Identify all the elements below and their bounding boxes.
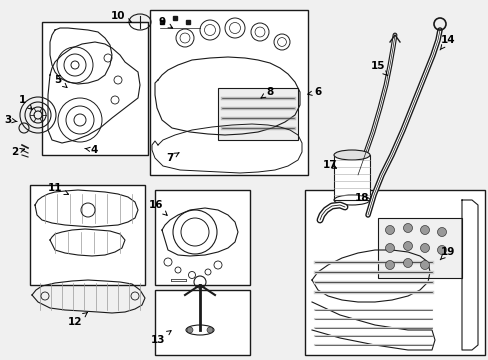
Bar: [155, 190, 249, 285]
Text: 5: 5: [54, 75, 67, 87]
Text: 11: 11: [48, 183, 68, 194]
Circle shape: [403, 258, 412, 267]
Bar: [333, 155, 369, 200]
Bar: [150, 10, 307, 175]
Text: 19: 19: [439, 247, 454, 260]
Text: 1: 1: [19, 95, 32, 109]
Text: 2: 2: [11, 147, 24, 157]
Circle shape: [206, 327, 213, 333]
Ellipse shape: [333, 150, 369, 160]
Text: 10: 10: [110, 11, 131, 22]
Text: 4: 4: [84, 145, 98, 155]
Circle shape: [385, 243, 394, 252]
Circle shape: [420, 261, 428, 270]
Text: 16: 16: [148, 200, 167, 215]
Bar: [377, 218, 461, 278]
Text: 18: 18: [354, 193, 368, 203]
Text: 14: 14: [439, 35, 454, 50]
Bar: [218, 88, 297, 140]
Text: 9: 9: [158, 17, 172, 28]
Text: 15: 15: [370, 61, 387, 76]
Circle shape: [437, 228, 446, 237]
Bar: [30, 185, 145, 285]
Circle shape: [403, 224, 412, 233]
Circle shape: [186, 327, 193, 333]
Text: 8: 8: [261, 87, 273, 98]
Bar: [305, 190, 484, 355]
Text: 12: 12: [68, 312, 87, 327]
Circle shape: [420, 225, 428, 234]
Text: 6: 6: [307, 87, 321, 97]
Circle shape: [385, 261, 394, 270]
Text: 13: 13: [150, 330, 171, 345]
Circle shape: [403, 242, 412, 251]
Circle shape: [420, 243, 428, 252]
Circle shape: [385, 225, 394, 234]
Text: 3: 3: [4, 115, 17, 125]
Bar: [42, 22, 148, 155]
Circle shape: [437, 246, 446, 255]
Bar: [155, 290, 249, 355]
Text: 17: 17: [322, 160, 337, 170]
Text: 7: 7: [166, 153, 179, 163]
